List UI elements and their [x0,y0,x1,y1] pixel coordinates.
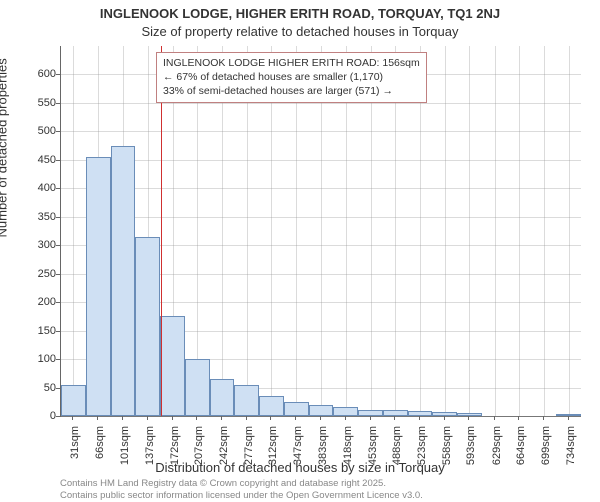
y-tick-mark [56,245,60,246]
histogram-bar [61,385,86,416]
x-tick-mark [72,416,73,420]
x-tick-mark [246,416,247,420]
gridline-v [445,46,446,416]
y-tick-mark [56,302,60,303]
y-tick-label: 300 [16,239,56,251]
y-tick-mark [56,274,60,275]
y-tick-label: 350 [16,211,56,223]
x-tick-mark [295,416,296,420]
histogram-bar [234,385,259,416]
x-tick-mark [543,416,544,420]
histogram-bar [284,402,309,416]
x-tick-mark [221,416,222,420]
y-tick-mark [56,388,60,389]
y-tick-label: 550 [16,97,56,109]
y-axis-label: Number of detached properties [0,58,10,237]
gridline-v [73,46,74,416]
x-tick-mark [172,416,173,420]
gridline-v [569,46,570,416]
histogram-bar [457,413,482,416]
x-tick-mark [196,416,197,420]
gridline-v [469,46,470,416]
x-axis-label: Distribution of detached houses by size … [0,460,600,475]
x-tick-mark [394,416,395,420]
histogram-bar [432,412,457,416]
x-tick-mark [147,416,148,420]
y-tick-label: 0 [16,410,56,422]
gridline-v [495,46,496,416]
histogram-bar [333,407,358,416]
y-tick-label: 400 [16,182,56,194]
x-tick-mark [468,416,469,420]
y-tick-label: 450 [16,154,56,166]
histogram-bar [86,157,111,416]
y-tick-mark [56,103,60,104]
annotation-line1: INGLENOOK LODGE HIGHER ERITH ROAD: 156sq… [163,56,420,70]
y-tick-mark [56,160,60,161]
y-tick-mark [56,359,60,360]
y-tick-label: 200 [16,296,56,308]
y-tick-mark [56,74,60,75]
y-tick-mark [56,188,60,189]
x-tick-mark [97,416,98,420]
x-tick-mark [444,416,445,420]
annotation-line3: 33% of semi-detached houses are larger (… [163,84,420,98]
footer-line1: Contains HM Land Registry data © Crown c… [60,478,423,490]
annotation-box: INGLENOOK LODGE HIGHER ERITH ROAD: 156sq… [156,52,427,103]
gridline-v [519,46,520,416]
x-tick-mark [270,416,271,420]
histogram-bar [309,405,334,416]
y-tick-mark [56,416,60,417]
y-tick-mark [56,131,60,132]
y-tick-label: 500 [16,125,56,137]
x-tick-mark [122,416,123,420]
x-tick-mark [419,416,420,420]
y-tick-label: 50 [16,382,56,394]
x-tick-mark [494,416,495,420]
y-tick-label: 150 [16,325,56,337]
chart-title-main: INGLENOOK LODGE, HIGHER ERITH ROAD, TORQ… [0,6,600,21]
y-tick-label: 100 [16,353,56,365]
histogram-bar [408,411,433,416]
histogram-bar [210,379,235,416]
x-tick-mark [518,416,519,420]
histogram-bar [259,396,284,416]
chart-title-sub: Size of property relative to detached ho… [0,24,600,39]
annotation-line2: ← 67% of detached houses are smaller (1,… [163,70,420,84]
histogram-bar [185,359,210,416]
y-tick-label: 250 [16,268,56,280]
y-tick-mark [56,331,60,332]
x-tick-mark [345,416,346,420]
chart-container: INGLENOOK LODGE, HIGHER ERITH ROAD, TORQ… [0,0,600,500]
y-tick-label: 600 [16,68,56,80]
x-tick-mark [320,416,321,420]
x-tick-mark [370,416,371,420]
histogram-bar [135,237,160,416]
histogram-bar [160,316,185,416]
y-tick-mark [56,217,60,218]
histogram-bar [111,146,136,416]
x-tick-mark [568,416,569,420]
chart-footer: Contains HM Land Registry data © Crown c… [60,478,423,502]
gridline-v [544,46,545,416]
